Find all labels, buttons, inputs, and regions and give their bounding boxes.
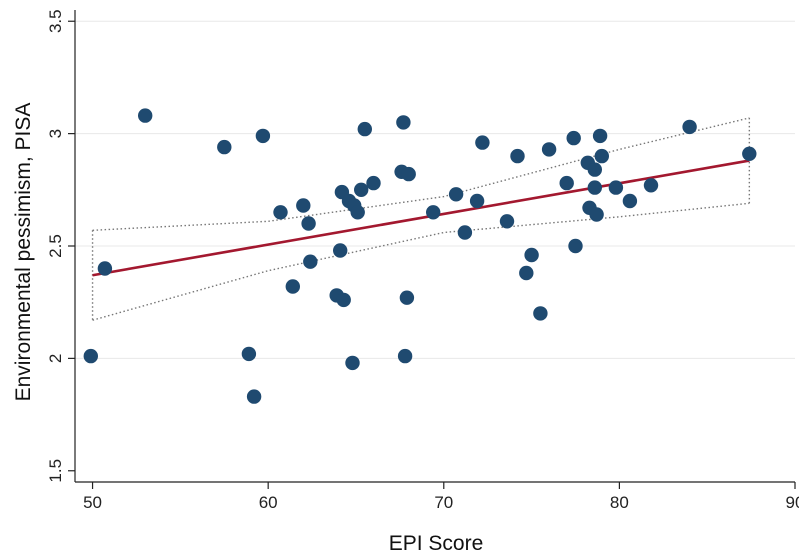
y-tick-label-1.5: 1.5 (46, 459, 65, 483)
data-point-50 (608, 180, 624, 195)
y-tick-label-2: 2 (46, 354, 65, 363)
data-point-29 (426, 205, 441, 220)
data-point-23 (366, 175, 381, 191)
y-tick-label-2.5: 2.5 (46, 234, 65, 258)
y-tick-label-3.5: 3.5 (46, 9, 65, 33)
data-point-34 (499, 214, 515, 229)
data-point-7 (255, 128, 271, 144)
data-point-18 (345, 355, 360, 371)
data-point-9 (285, 279, 300, 294)
data-point-5 (241, 346, 257, 362)
data-point-3 (138, 108, 153, 123)
data-point-6 (246, 389, 262, 404)
x-tick-label-70: 70 (434, 493, 453, 512)
data-point-38 (533, 306, 548, 321)
data-point-2 (97, 261, 113, 276)
data-point-37 (524, 247, 539, 263)
data-point-8 (273, 205, 288, 220)
data-points (83, 108, 757, 404)
y-tick-label-3: 3 (46, 129, 65, 138)
ci-lower-bound (92, 202, 750, 321)
data-point-52 (643, 178, 659, 193)
data-point-35 (510, 148, 525, 164)
data-point-36 (519, 265, 534, 281)
data-point-53 (682, 119, 697, 135)
data-point-30 (448, 187, 464, 202)
fit-line (92, 159, 750, 277)
data-point-54 (742, 146, 757, 161)
data-point-49 (594, 148, 609, 164)
data-point-26 (397, 348, 413, 364)
data-point-16 (336, 292, 351, 308)
data-point-51 (622, 193, 638, 209)
x-tick-label-90: 90 (786, 493, 799, 512)
data-point-4 (217, 139, 232, 155)
data-point-45 (587, 180, 602, 195)
data-point-21 (354, 182, 369, 197)
data-point-31 (457, 225, 473, 240)
data-point-11 (301, 216, 316, 231)
fit-line-group (92, 159, 750, 277)
x-axis-title: EPI Score (389, 532, 484, 555)
x-tick-label-80: 80 (610, 493, 629, 512)
data-point-14 (333, 243, 348, 258)
data-point-20 (350, 205, 365, 220)
data-point-46 (587, 162, 602, 177)
data-point-32 (469, 193, 485, 209)
axes: 50 60 70 80 90 1.5 2 2.5 3 3.5 (46, 9, 799, 512)
data-point-12 (303, 254, 318, 269)
data-point-47 (589, 207, 604, 222)
data-point-10 (296, 198, 311, 213)
x-tick-label-50: 50 (83, 493, 102, 512)
data-point-42 (568, 238, 583, 254)
data-point-41 (566, 130, 581, 146)
data-point-27 (399, 290, 415, 305)
data-point-39 (541, 142, 557, 157)
ci-upper-bound (92, 117, 750, 231)
data-point-48 (592, 128, 608, 144)
data-point-33 (475, 135, 490, 150)
data-point-40 (559, 175, 574, 191)
y-axis-title: Environmental pessimism, PISA (12, 103, 35, 402)
gridlines (75, 20, 795, 359)
data-point-1 (83, 348, 99, 364)
data-point-25 (396, 115, 411, 130)
x-tick-label-60: 60 (259, 493, 278, 512)
data-point-28 (401, 166, 416, 182)
data-point-22 (357, 121, 372, 137)
